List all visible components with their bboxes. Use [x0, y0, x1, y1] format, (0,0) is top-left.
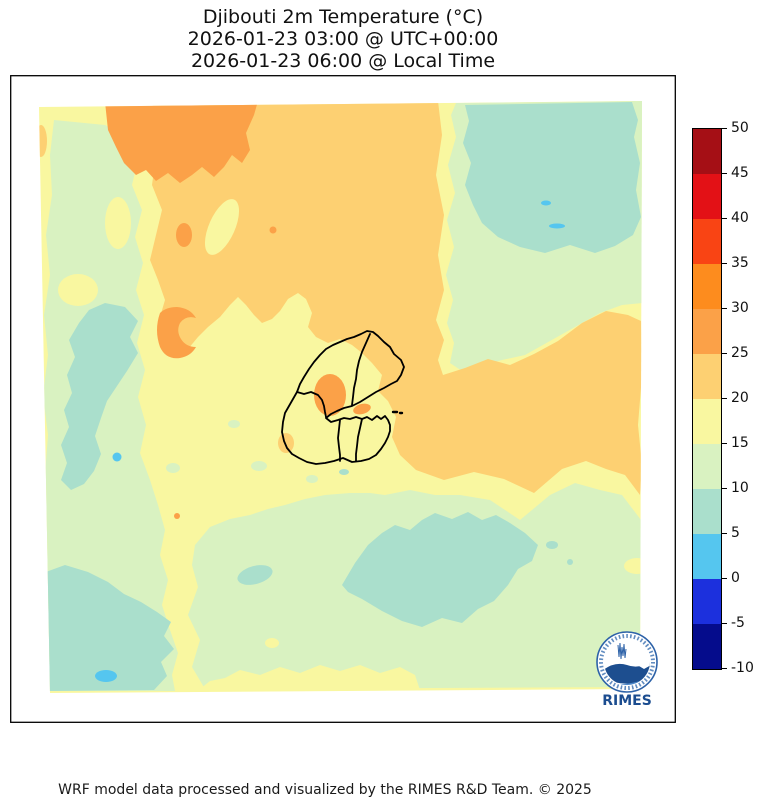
colorbar-segment: [693, 264, 721, 309]
colorbar-tick-label: 45: [731, 165, 749, 181]
colorbar-segment: [693, 219, 721, 264]
colorbar-segment: [693, 129, 721, 174]
colorbar-tick-label: 50: [731, 120, 749, 136]
temperature-field: [39, 101, 642, 693]
colorbar-segment: [693, 444, 721, 489]
colorbar-tick: [722, 443, 727, 444]
colorbar-tick: [722, 353, 727, 354]
colorbar-tick: [722, 218, 727, 219]
colorbar-tick-label: 0: [731, 570, 740, 586]
title-line-1: Djibouti 2m Temperature (°C): [202, 6, 484, 28]
colorbar-tick: [722, 533, 727, 534]
colorbar-segment: [693, 354, 721, 399]
map-axes: RIMES: [10, 75, 676, 723]
logo-ring-text: [599, 634, 655, 690]
colorbar-tick-label: 30: [731, 300, 749, 316]
colorbar-tick-label: 10: [731, 480, 749, 496]
colorbar-segment: [693, 174, 721, 219]
colorbar-tick: [722, 128, 727, 129]
colorbar-segment: [693, 489, 721, 534]
title-line-3: 2026-01-23 06:00 @ Local Time: [190, 50, 496, 72]
title-line-2: 2026-01-23 03:00 @ UTC+00:00: [187, 28, 499, 50]
colorbar-tick-label: 5: [731, 525, 740, 541]
colorbar-tick-label: 15: [731, 435, 749, 451]
colorbar-tick: [722, 488, 727, 489]
colorbar-tick: [722, 308, 727, 309]
colorbar-segment: [693, 624, 721, 669]
colorbar-tick: [722, 173, 727, 174]
plot-title: Djibouti 2m Temperature (°C) 2026-01-23 …: [10, 6, 676, 72]
colorbar-tick: [722, 623, 727, 624]
colorbar-tick-label: -5: [731, 615, 745, 631]
djibouti-borders: [281, 330, 405, 465]
rimes-logo: RIMES: [596, 631, 658, 709]
colorbar-tick: [722, 578, 727, 579]
colorbar: [692, 128, 722, 670]
seismograph-icon: [617, 642, 627, 660]
colorbar-tick: [722, 668, 727, 669]
logo-bird-icon: [638, 655, 650, 669]
colorbar-tick-label: 40: [731, 210, 749, 226]
colorbar-tick-label: 35: [731, 255, 749, 271]
colorbar-segment: [693, 579, 721, 624]
colorbar-tick-label: 20: [731, 390, 749, 406]
colorbar-segment: [693, 309, 721, 354]
colorbar-tick-label: -10: [731, 660, 754, 676]
axes-frame: [10, 75, 676, 723]
colorbar-segment: [693, 399, 721, 444]
colorbar-tick: [722, 263, 727, 264]
logo-caption: RIMES: [602, 693, 652, 709]
colorbar-tick-label: 25: [731, 345, 749, 361]
colorbar-tick: [722, 398, 727, 399]
footer-credit: WRF model data processed and visualized …: [58, 782, 592, 798]
colorbar-segment: [693, 534, 721, 579]
